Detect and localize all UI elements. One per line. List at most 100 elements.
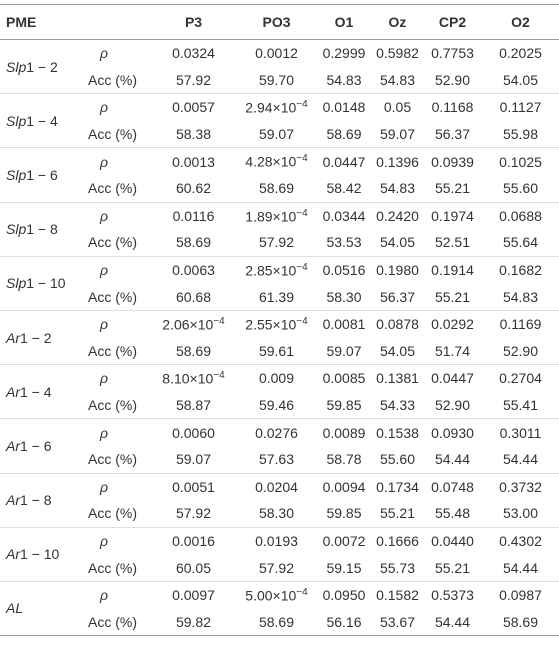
metric-label: ρ [100, 45, 109, 62]
group-label: Slp1 − 8 [0, 201, 80, 257]
value-cell: 0.0324 [172, 45, 215, 62]
header-cell: Oz [372, 4, 423, 40]
value-cell: 59.70 [258, 71, 295, 88]
data-row: Acc (%) 58.69 57.92 53.53 54.05 52.51 55.64 [0, 229, 559, 256]
mantissa: 2.55×10 [245, 316, 297, 333]
group-label: Slp1 − 4 [0, 93, 80, 148]
value-cell: 2.85×10−4 [237, 255, 316, 284]
data-row: Acc (%) 59.82 58.69 56.16 53.67 54.44 58.69 [0, 608, 559, 635]
table-body: Slp1 − 2 ρ 0.0324 0.0012 0.2999 0.5982 0.7753 0… [0, 40, 559, 636]
value-cell: 2.94×10−4 [237, 93, 316, 121]
value-cell: 54.44 [502, 451, 539, 468]
value-cell: 0.1025 [482, 147, 559, 175]
data-row: Slp1 − 6 ρ 0.0013 4.28×10−4 0.0447 0.1396 0.09… [0, 147, 559, 203]
value-cell: 57.63 [258, 451, 295, 468]
value-cell: 0.7753 [431, 45, 474, 62]
metric-label: ρ [80, 418, 150, 446]
exponent: −4 [213, 315, 225, 327]
value-cell: 58.42 [326, 180, 362, 197]
value-cell: 54.33 [379, 397, 416, 414]
value-cell: 8.10×10−4 [150, 364, 237, 392]
value-cell: 0.0447 [316, 147, 372, 175]
metric-label: Acc (%) [88, 288, 137, 305]
metric-label: Acc (%) [88, 451, 137, 468]
value-cell: 0.2999 [322, 45, 366, 62]
value-cell: 55.48 [434, 505, 471, 522]
value-cell: 0.0148 [316, 93, 372, 121]
value-cell: 0.0051 [150, 472, 237, 501]
metric-label: Acc (%) [88, 126, 137, 143]
exponent: −4 [296, 207, 308, 219]
value-cell: 56.37 [434, 126, 471, 143]
value-cell: 56.16 [326, 613, 362, 630]
group-name: Ar [6, 329, 20, 346]
value-cell: 55.21 [434, 288, 471, 305]
value-cell: 0.1734 [372, 472, 423, 501]
value-cell: 58.69 [326, 126, 362, 143]
mantissa: 4.28×10 [245, 154, 297, 170]
value-cell: 0.1169 [482, 309, 559, 338]
metric-label: ρ [80, 309, 150, 338]
value-cell: 59.07 [379, 126, 416, 143]
metric-label: ρ [80, 201, 150, 230]
value-cell: 55.21 [434, 559, 471, 576]
metric-label: Acc (%) [88, 234, 137, 251]
group-name: Ar [6, 546, 20, 563]
value-cell: 0.0089 [316, 418, 372, 446]
value-cell: 57.92 [175, 505, 212, 522]
data-row: Acc (%) 58.38 59.07 58.69 59.07 56.37 55.98 [0, 121, 559, 148]
group-label: Ar1 − 4 [0, 364, 80, 419]
value-cell: 0.0116 [150, 201, 237, 230]
value-cell: 52.51 [434, 234, 471, 251]
value-cell: 55.64 [502, 234, 539, 251]
value-cell: 58.69 [258, 613, 295, 630]
metric-label: Acc (%) [88, 342, 137, 359]
value-cell: 52.90 [434, 397, 471, 414]
data-row: Acc (%) 60.68 61.39 58.30 56.37 55.21 54.83 [0, 283, 559, 310]
data-row: Acc (%) 60.05 57.92 59.15 55.73 55.21 54.44 [0, 554, 559, 581]
mantissa: 1.89×10 [245, 208, 297, 225]
value-cell: 60.62 [175, 180, 212, 197]
group-label: AL [0, 580, 80, 636]
group-label: Ar1 − 8 [0, 472, 80, 528]
value-cell: 0.3011 [482, 418, 559, 446]
metric-label: ρ [80, 147, 150, 175]
value-cell: 0.009 [237, 364, 316, 392]
value-cell: 53.00 [502, 505, 539, 522]
data-row: Acc (%) 59.07 57.63 58.78 55.60 54.44 54.44 [0, 446, 559, 473]
value-cell: 54.44 [502, 559, 539, 576]
value-cell: 60.68 [175, 288, 212, 305]
group-label: Slp1 − 6 [0, 147, 80, 203]
exponent: −4 [296, 153, 308, 165]
value-cell: 0.2025 [499, 45, 542, 62]
value-cell: 0.0939 [423, 147, 482, 175]
value-cell: 59.82 [175, 613, 212, 630]
group-range: 1 − 4 [20, 383, 52, 400]
value-cell: 0.1980 [372, 255, 423, 284]
value-cell: 0.0276 [237, 418, 316, 446]
metric-label: Acc (%) [88, 559, 137, 576]
value-cell: 0.0878 [372, 309, 423, 338]
group-label: Ar1 − 2 [0, 309, 80, 365]
header-cell: PME [0, 4, 80, 40]
data-row: Slp1 − 10 ρ 0.0063 2.85×10−4 0.0516 0.1980 0.1… [0, 255, 559, 311]
data-row: Slp1 − 4 ρ 0.0057 2.94×10−4 0.0148 0.05 0.1168… [0, 93, 559, 148]
group-range: 1 − 8 [20, 492, 52, 509]
value-cell: 0.2420 [372, 201, 423, 230]
metric-label: ρ [80, 472, 150, 501]
data-row: AL ρ 0.0097 5.00×10−4 0.0950 0.1582 0.5373 0.09… [0, 580, 559, 636]
value-cell: 59.07 [175, 451, 212, 468]
value-cell: 0.0516 [316, 255, 372, 284]
page: PME P3 PO3 O1 Oz CP2 O2 Slp1 − 2 ρ 0.0324 0… [0, 4, 559, 651]
header-row: PME P3 PO3 O1 Oz CP2 O2 [0, 4, 559, 40]
value-cell: 0.0344 [316, 201, 372, 230]
metric-label: ρ [80, 255, 150, 284]
value-cell: 0.0072 [316, 526, 372, 555]
group-range: 1 − 10 [26, 275, 66, 292]
group-range: 1 − 6 [20, 437, 52, 454]
header-cell: P3 [150, 4, 237, 40]
value-cell: 0.0447 [423, 364, 482, 392]
value-cell: 0.0057 [150, 93, 237, 121]
exponent: −4 [296, 586, 308, 598]
exponent: −4 [296, 261, 308, 273]
